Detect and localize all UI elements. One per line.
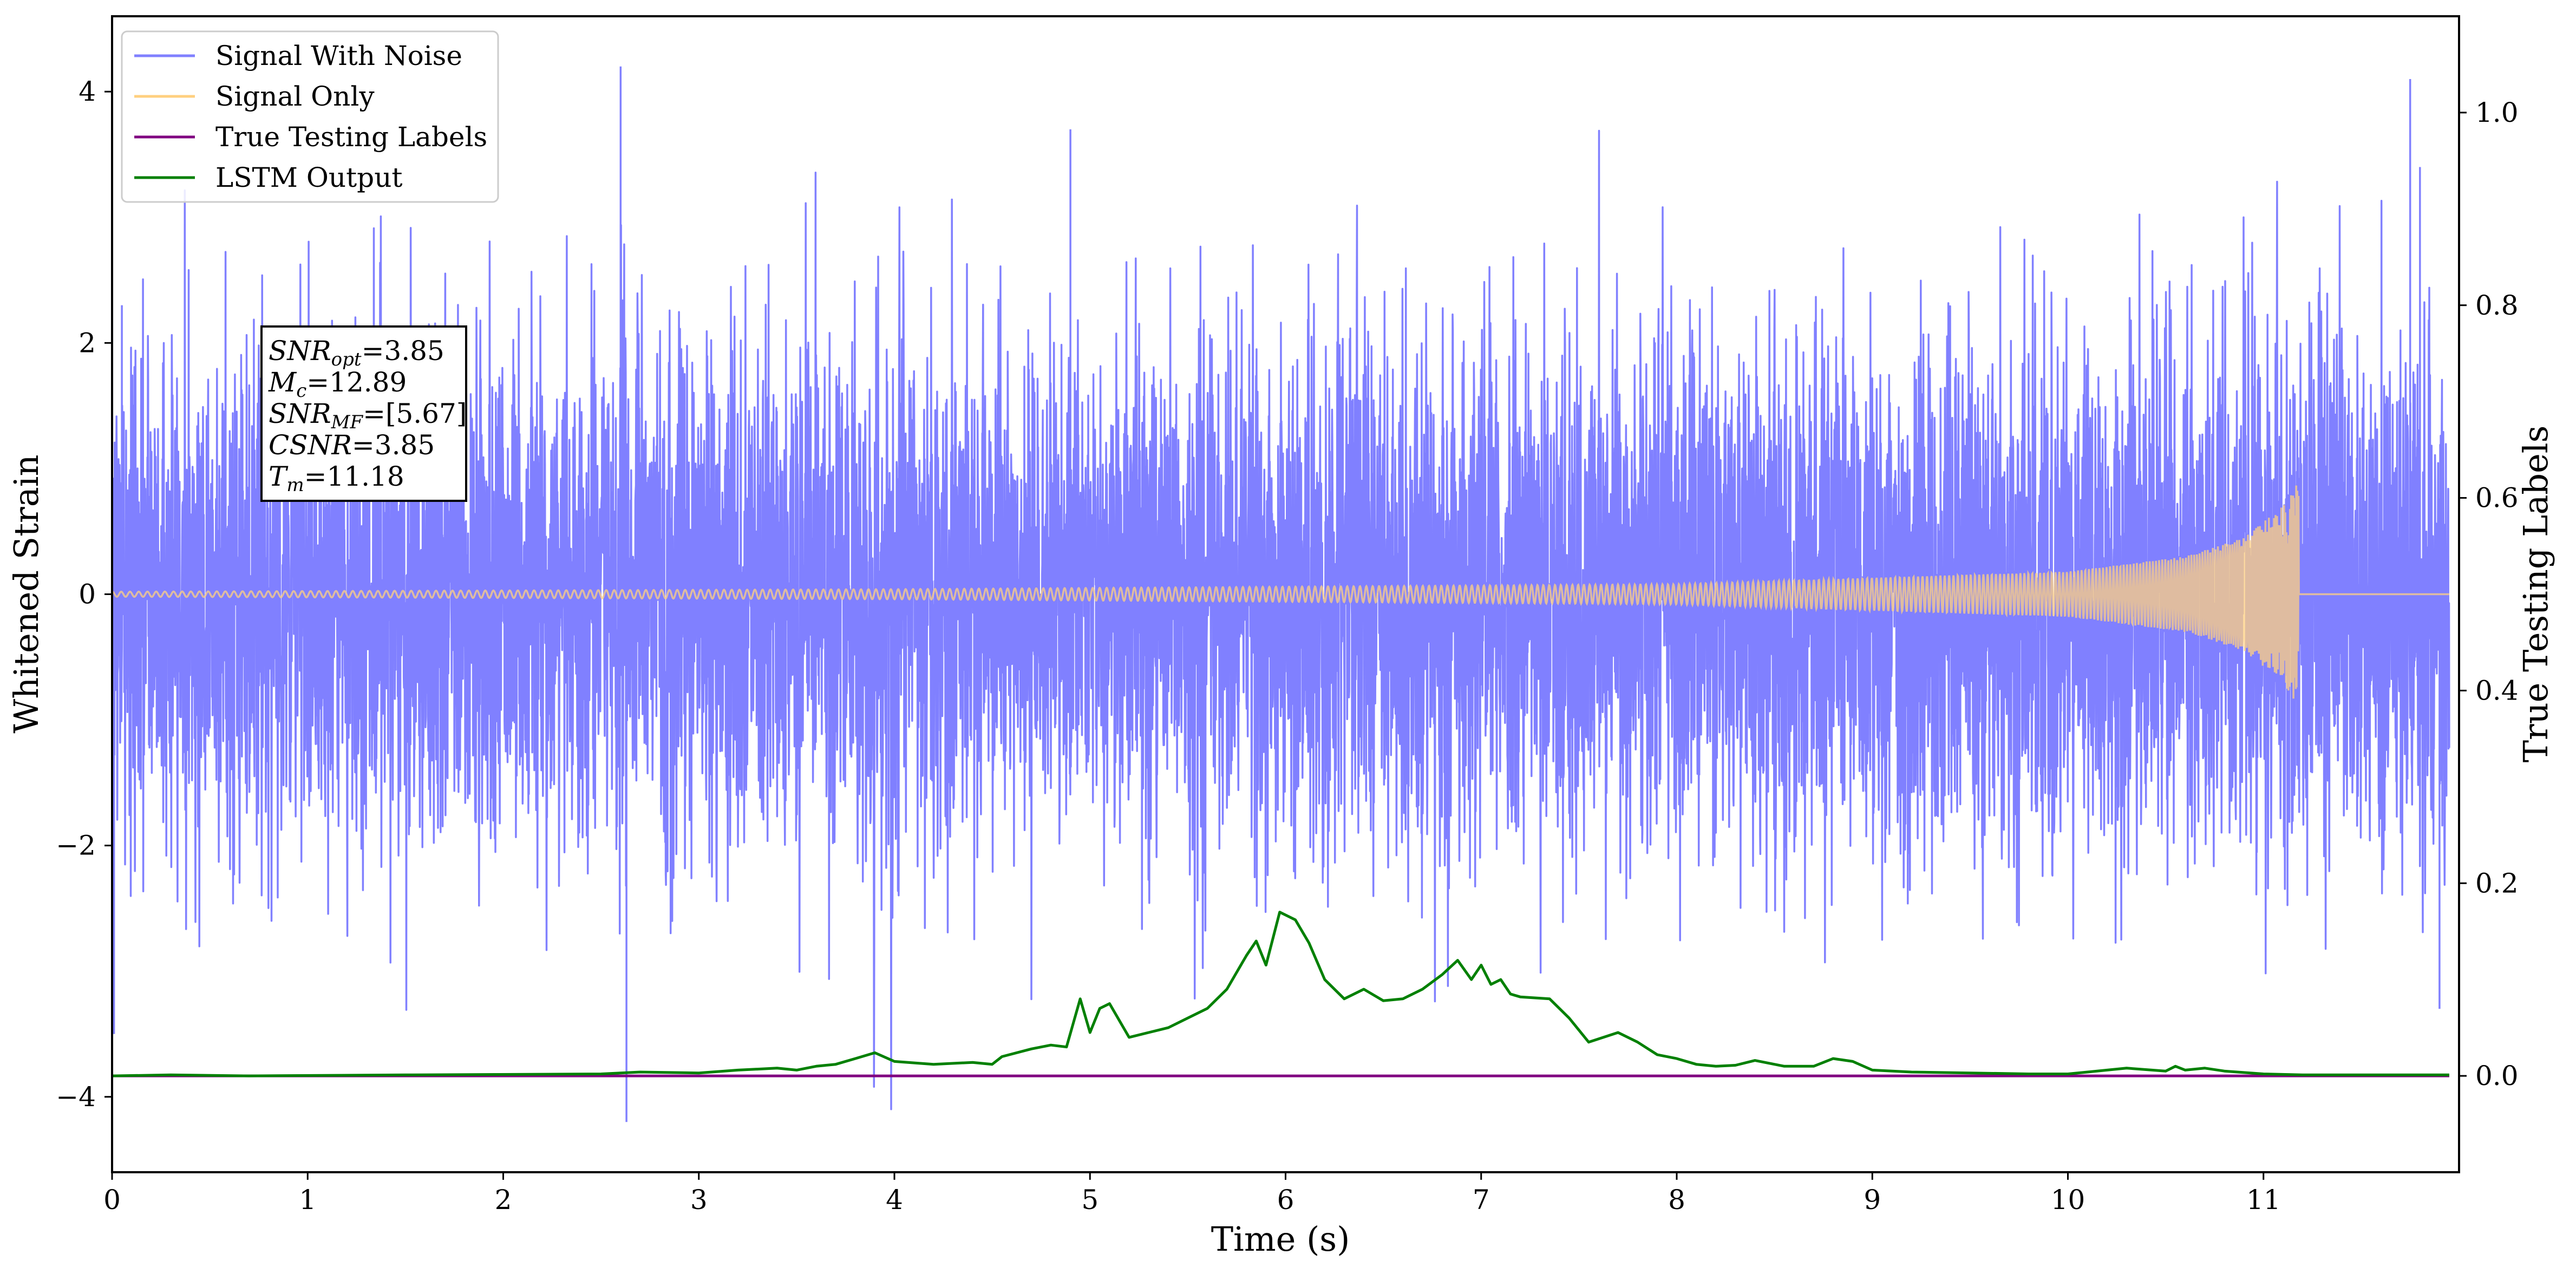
- y-right-tick-label: 0.6: [2475, 482, 2519, 514]
- x-tick-label: 1: [299, 1184, 316, 1216]
- annotation-frame: [260, 325, 467, 502]
- legend-label-true-testing-labels: True Testing Labels: [215, 121, 487, 153]
- legend-label-lstm-output: LSTM Output: [215, 162, 402, 193]
- y-tick-label: 4: [79, 76, 96, 107]
- y-axis-title-right: True Testing Labels: [2516, 426, 2555, 763]
- y-axis-left: −4 −2 0 2 4: [56, 76, 112, 1113]
- y-right-tick-label: 1.0: [2475, 97, 2519, 128]
- y-tick-label: 2: [79, 327, 96, 358]
- x-tick-label: 9: [1864, 1184, 1881, 1216]
- y-axis-title-left: Whitened Strain: [6, 455, 46, 734]
- annotation-line-snr-opt: SNRopt=3.85: [269, 335, 444, 370]
- x-tick-label: 7: [1473, 1184, 1490, 1216]
- x-tick-label: 6: [1277, 1184, 1294, 1216]
- y-right-tick-label: 0.0: [2475, 1060, 2519, 1092]
- legend-label-signal-with-noise: Signal With Noise: [215, 40, 462, 71]
- x-axis-title: Time (s): [1211, 1219, 1350, 1259]
- annotation-line-csnr: CSNR=3.85: [269, 429, 435, 461]
- legend-label-signal-only: Signal Only: [215, 81, 375, 112]
- x-tick-label: 2: [495, 1184, 512, 1216]
- parameter-annotation-box: SNRopt=3.85 Mc=12.89 SNRMF=[5.67] CSNR=3…: [260, 325, 467, 502]
- series-signal-only: [112, 485, 2449, 699]
- series-lstm-output: [112, 911, 2449, 1077]
- annotation-line-tm: Tm=11.18: [269, 461, 404, 496]
- y-tick-label: −4: [56, 1081, 96, 1113]
- legend: Signal With Noise Signal Only True Testi…: [121, 30, 499, 203]
- legend-frame: [121, 30, 499, 203]
- series-signal-with-noise: [112, 66, 2450, 1122]
- x-tick-label: 0: [103, 1184, 121, 1216]
- y-axis-right: 0.0 0.2 0.4 0.6 0.8 1.0: [2459, 97, 2519, 1092]
- x-tick-label: 5: [1081, 1184, 1099, 1216]
- x-tick-label: 4: [886, 1184, 903, 1216]
- x-axis: 0 1 2 3 4 5 6 7 8 9 10 11: [103, 1172, 2281, 1216]
- y-tick-label: −2: [56, 830, 96, 861]
- annotation-line-mc: Mc=12.89: [268, 367, 407, 402]
- y-right-tick-label: 0.8: [2475, 290, 2519, 321]
- x-tick-label: 8: [1668, 1184, 1685, 1216]
- annotation-line-snr-mf: SNRMF=[5.67]: [269, 398, 467, 433]
- y-right-tick-label: 0.4: [2475, 675, 2519, 706]
- x-tick-label: 11: [2246, 1184, 2281, 1216]
- x-tick-label: 10: [2051, 1184, 2085, 1216]
- y-right-tick-label: 0.2: [2475, 867, 2519, 899]
- plot-series: [112, 66, 2450, 1122]
- x-tick-label: 3: [690, 1184, 708, 1216]
- y-tick-label: 0: [79, 579, 96, 610]
